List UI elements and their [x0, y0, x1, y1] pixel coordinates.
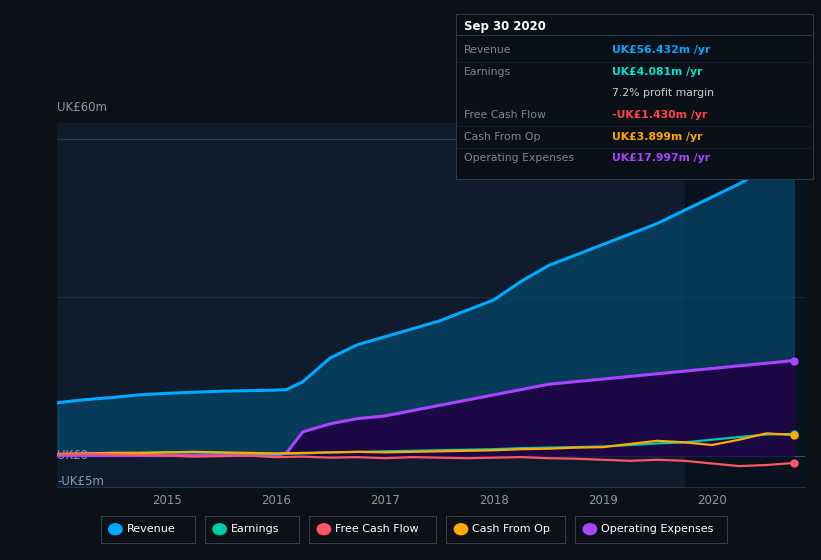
Text: Cash From Op: Cash From Op — [464, 132, 540, 142]
Text: Sep 30 2020: Sep 30 2020 — [464, 20, 546, 33]
Text: Revenue: Revenue — [464, 45, 511, 55]
Text: 7.2% profit margin: 7.2% profit margin — [612, 88, 713, 99]
Bar — [685, 123, 821, 487]
Text: Free Cash Flow: Free Cash Flow — [336, 524, 419, 534]
Text: UK£56.432m /yr: UK£56.432m /yr — [612, 45, 710, 55]
Text: UK£0: UK£0 — [57, 449, 89, 462]
Point — [787, 356, 800, 365]
Point — [787, 431, 800, 440]
Text: -UK£1.430m /yr: -UK£1.430m /yr — [612, 110, 707, 120]
Text: Free Cash Flow: Free Cash Flow — [464, 110, 546, 120]
Point — [787, 153, 800, 162]
Text: Operating Expenses: Operating Expenses — [602, 524, 713, 534]
Text: -UK£5m: -UK£5m — [57, 475, 104, 488]
Text: Earnings: Earnings — [464, 67, 511, 77]
Text: UK£60m: UK£60m — [57, 101, 108, 114]
Text: Cash From Op: Cash From Op — [473, 524, 550, 534]
Text: UK£17.997m /yr: UK£17.997m /yr — [612, 153, 710, 163]
Text: Revenue: Revenue — [126, 524, 176, 534]
Point — [787, 459, 800, 468]
Text: UK£3.899m /yr: UK£3.899m /yr — [612, 132, 702, 142]
Text: Earnings: Earnings — [232, 524, 280, 534]
Text: Operating Expenses: Operating Expenses — [464, 153, 574, 163]
Text: UK£4.081m /yr: UK£4.081m /yr — [612, 67, 702, 77]
Point — [787, 430, 800, 438]
